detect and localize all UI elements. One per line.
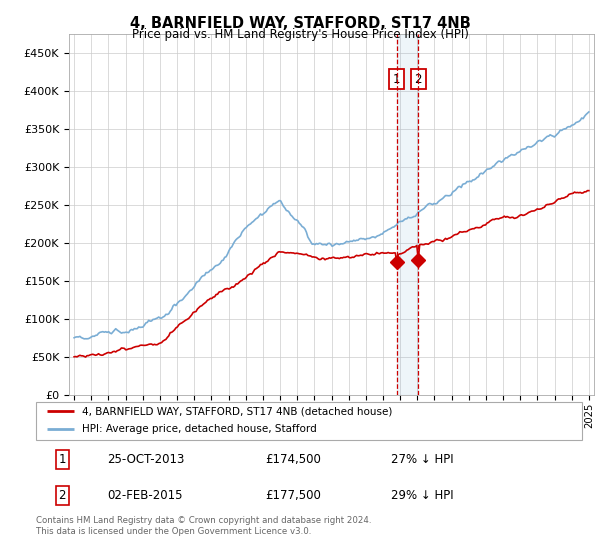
Text: Contains HM Land Registry data © Crown copyright and database right 2024.
This d: Contains HM Land Registry data © Crown c… (36, 516, 371, 536)
FancyBboxPatch shape (36, 402, 582, 440)
Text: 02-FEB-2015: 02-FEB-2015 (107, 489, 182, 502)
Text: £177,500: £177,500 (265, 489, 321, 502)
Text: 4, BARNFIELD WAY, STAFFORD, ST17 4NB: 4, BARNFIELD WAY, STAFFORD, ST17 4NB (130, 16, 470, 31)
Text: 1: 1 (393, 73, 400, 86)
Bar (397, 34, 418, 395)
Text: HPI: Average price, detached house, Stafford: HPI: Average price, detached house, Staf… (82, 424, 317, 434)
Text: 2: 2 (415, 73, 422, 86)
Text: 25-OCT-2013: 25-OCT-2013 (107, 452, 184, 465)
Text: 2: 2 (58, 489, 66, 502)
Text: £174,500: £174,500 (265, 452, 321, 465)
Text: 4, BARNFIELD WAY, STAFFORD, ST17 4NB (detached house): 4, BARNFIELD WAY, STAFFORD, ST17 4NB (de… (82, 406, 393, 416)
Text: 1: 1 (58, 452, 66, 465)
Text: 29% ↓ HPI: 29% ↓ HPI (391, 489, 454, 502)
Text: Price paid vs. HM Land Registry's House Price Index (HPI): Price paid vs. HM Land Registry's House … (131, 28, 469, 41)
Text: 27% ↓ HPI: 27% ↓ HPI (391, 452, 454, 465)
